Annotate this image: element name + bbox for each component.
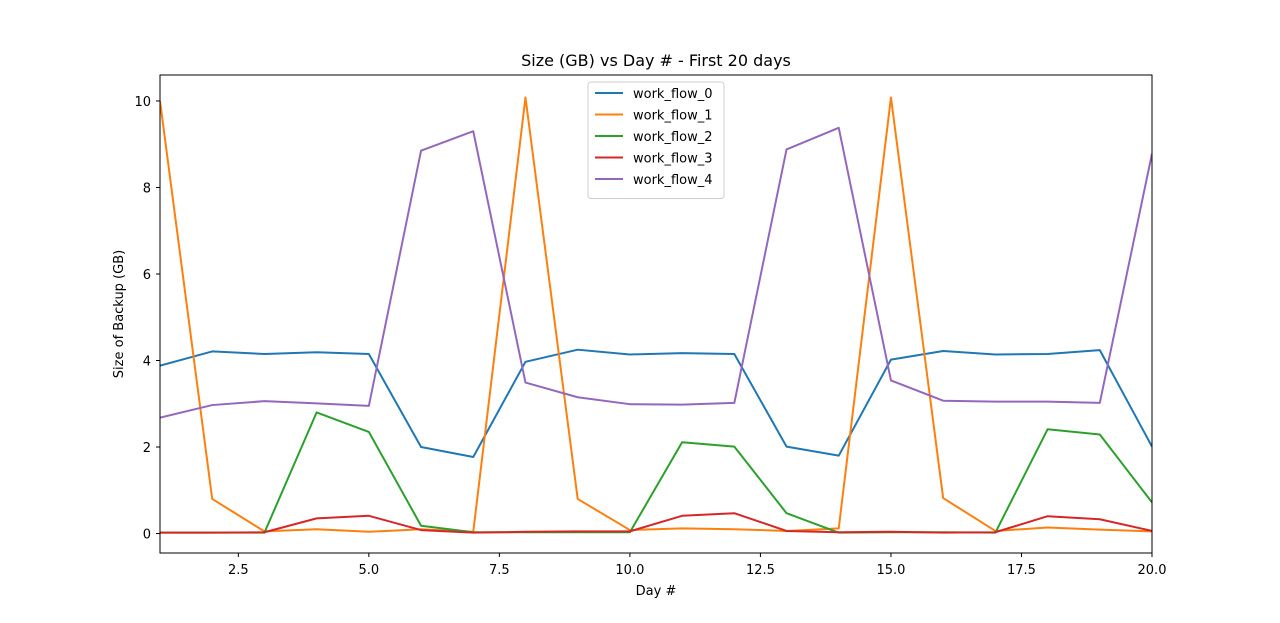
x-tick-label: 17.5	[1007, 563, 1036, 578]
x-tick-label: 7.5	[489, 563, 510, 578]
series-line-work_flow_3	[160, 512, 1152, 534]
x-tick-label: 12.5	[746, 563, 775, 578]
legend-box	[587, 81, 725, 199]
x-tick-label: 20.0	[1138, 563, 1167, 578]
series-line-work_flow_1	[160, 96, 1152, 533]
x-tick-label: 10.0	[615, 563, 644, 578]
legend-label-work_flow_4: work_flow_4	[633, 173, 713, 188]
legend-label-work_flow_0: work_flow_0	[633, 87, 713, 102]
y-tick-label: 4	[143, 355, 151, 370]
x-axis: 2.5 5.0 7.5 10.0 12.5 15.0 17.5 20.0	[228, 553, 1167, 578]
legend-label-work_flow_3: work_flow_3	[633, 152, 713, 167]
y-axis: 0 2 4 6 8 10	[134, 95, 160, 543]
legend: work_flow_0 work_flow_1 work_flow_2 work_fl…	[587, 81, 725, 199]
y-tick-label: 10	[134, 95, 151, 110]
series-line-work_flow_2	[160, 411, 1152, 534]
plot-frame	[159, 74, 1153, 554]
x-tick-label: 5.0	[358, 563, 379, 578]
x-tick-label: 15.0	[876, 563, 905, 578]
legend-label-work_flow_2: work_flow_2	[633, 130, 713, 145]
y-tick-label: 2	[143, 441, 151, 456]
y-axis-label: Size of Backup (GB)	[112, 250, 127, 378]
y-tick-label: 8	[143, 181, 151, 196]
series-lines	[160, 96, 1152, 534]
x-axis-label: Day #	[636, 584, 677, 599]
y-tick-label: 6	[143, 268, 151, 283]
chart-title: Size (GB) vs Day # - First 20 days	[521, 51, 791, 70]
series-line-work_flow_0	[160, 348, 1152, 458]
x-tick-label: 2.5	[228, 563, 249, 578]
y-tick-label: 0	[143, 528, 151, 543]
series-line-work_flow_4	[160, 126, 1152, 419]
legend-label-work_flow_1: work_flow_1	[633, 109, 713, 124]
